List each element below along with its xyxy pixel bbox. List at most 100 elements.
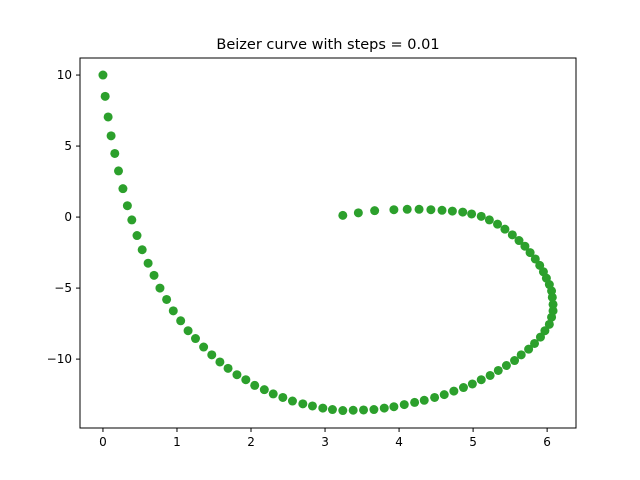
data-point	[232, 370, 242, 380]
data-point	[535, 260, 545, 270]
data-point	[530, 338, 540, 348]
data-point	[467, 209, 477, 219]
data-point	[500, 224, 510, 234]
data-point	[137, 245, 147, 255]
data-point	[241, 375, 251, 385]
data-point	[215, 357, 225, 367]
data-point	[162, 294, 172, 304]
data-point	[353, 208, 363, 218]
data-point	[113, 166, 123, 176]
data-point	[348, 405, 358, 415]
data-point	[548, 299, 558, 309]
x-tick-label: 3	[321, 435, 329, 449]
data-point	[516, 350, 526, 360]
data-point	[485, 370, 495, 380]
data-point	[183, 326, 193, 336]
x-tick-label: 4	[395, 435, 403, 449]
data-point	[278, 392, 288, 402]
data-point	[268, 389, 278, 399]
x-tick-label: 6	[543, 435, 551, 449]
data-point	[338, 210, 348, 220]
data-point	[449, 386, 459, 396]
data-point	[414, 204, 424, 214]
data-point	[419, 395, 429, 405]
data-point	[327, 405, 337, 415]
data-point	[307, 401, 317, 411]
data-point	[223, 363, 233, 373]
y-tick-label: 0	[64, 210, 72, 224]
data-point	[544, 319, 554, 329]
data-point	[127, 215, 137, 225]
data-point	[493, 219, 503, 229]
data-point	[103, 112, 113, 122]
data-point	[199, 342, 209, 352]
y-axis: −10 −5 0 5 10	[47, 68, 80, 366]
x-tick-label: 0	[99, 435, 107, 449]
data-point	[207, 350, 217, 360]
data-point	[122, 201, 132, 211]
data-point	[389, 402, 399, 412]
data-point	[399, 400, 409, 410]
data-point	[484, 215, 494, 225]
data-point	[259, 385, 269, 395]
data-point	[430, 392, 440, 402]
data-point	[524, 344, 534, 354]
data-point	[370, 206, 380, 216]
data-point	[437, 205, 447, 215]
data-point	[110, 148, 120, 158]
data-point	[476, 375, 486, 385]
data-point	[493, 365, 503, 375]
data-points	[98, 70, 558, 416]
data-point	[359, 405, 369, 415]
data-point	[467, 379, 477, 389]
y-tick-label: 10	[57, 68, 72, 82]
data-point	[520, 241, 530, 251]
data-point	[100, 91, 110, 101]
data-point	[250, 380, 260, 390]
data-point	[410, 397, 420, 407]
y-tick-label: −5	[54, 281, 72, 295]
data-point	[510, 356, 520, 366]
data-point	[439, 390, 449, 400]
data-point	[379, 403, 389, 413]
data-point	[530, 254, 540, 264]
data-point	[535, 332, 545, 342]
data-point	[548, 306, 558, 316]
data-point	[118, 184, 128, 194]
data-point	[402, 204, 412, 214]
data-point	[168, 306, 178, 316]
data-point	[458, 383, 468, 393]
data-point	[369, 405, 379, 415]
x-axis: 0 1 2 3 4 5 6	[99, 428, 551, 449]
data-point	[298, 399, 308, 409]
y-tick-label: −10	[47, 352, 72, 366]
data-point	[525, 248, 535, 258]
data-point	[447, 206, 457, 216]
data-point	[190, 334, 200, 344]
x-tick-label: 5	[469, 435, 477, 449]
data-point	[143, 258, 153, 268]
data-point	[476, 211, 486, 221]
data-point	[540, 326, 550, 336]
x-tick-label: 1	[173, 435, 181, 449]
data-point	[106, 131, 116, 141]
data-point	[458, 207, 468, 217]
chart-title: Beizer curve with steps = 0.01	[216, 37, 439, 53]
data-point	[318, 403, 328, 413]
data-point	[132, 231, 142, 241]
y-tick-label: 5	[64, 139, 72, 153]
data-point	[501, 361, 511, 371]
data-point	[176, 316, 186, 326]
x-tick-label: 2	[247, 435, 255, 449]
data-point	[338, 406, 348, 416]
data-point	[426, 205, 436, 215]
data-point	[98, 70, 108, 80]
plot-frame	[79, 57, 577, 429]
data-point	[507, 230, 517, 240]
data-point	[155, 283, 165, 293]
data-point	[514, 236, 524, 246]
data-point	[149, 270, 159, 280]
data-point	[287, 396, 297, 406]
